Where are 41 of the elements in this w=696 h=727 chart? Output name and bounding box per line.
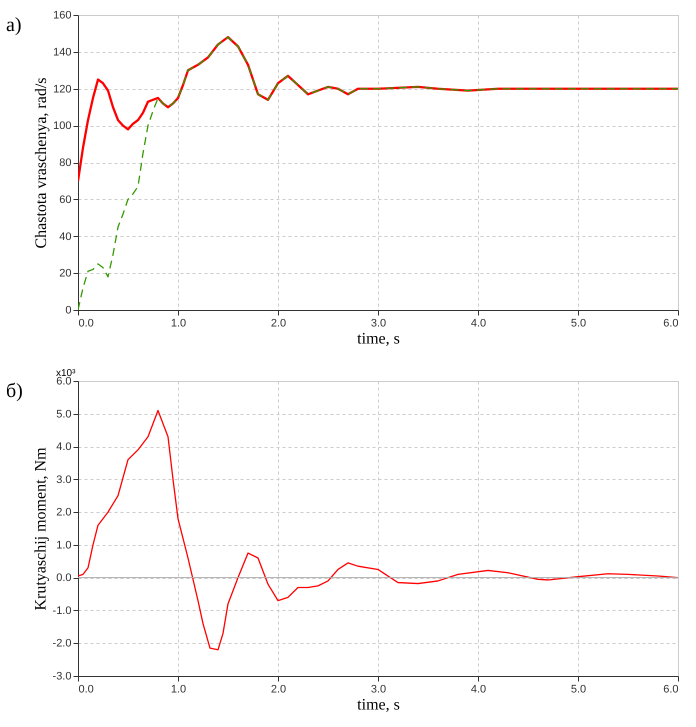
y-tick-label: 0.0 — [56, 572, 72, 584]
x-tick-label: 2.0 — [270, 318, 286, 330]
x-tick-label: 1.0 — [170, 318, 186, 330]
y-tick-label: 40 — [59, 230, 72, 243]
line-series — [78, 410, 678, 650]
y-tick-label: 160 — [53, 10, 72, 22]
y-tick-label: 1.0 — [56, 539, 72, 552]
y-tick-label: 100 — [53, 120, 72, 132]
x-tick-label: 3.0 — [370, 318, 386, 330]
y-tick-label: 140 — [53, 46, 72, 58]
y-axis-title: Chastota vraschenya, rad/s — [33, 77, 50, 249]
y-tick-label: 2.0 — [56, 506, 72, 519]
y-tick-label: 6.0 — [56, 376, 72, 388]
x-axis-title: time, s — [357, 330, 400, 348]
y-tick-label: 80 — [59, 157, 72, 169]
y-tick-label: 0 — [65, 304, 72, 316]
x-tick-label: 0.0 — [78, 684, 94, 696]
y-tick-label: 60 — [59, 194, 72, 206]
text: а) — [6, 14, 22, 36]
y-tick-label: 20 — [59, 268, 72, 280]
y-tick-label: 120 — [53, 83, 72, 96]
x-tick-label: 6.0 — [663, 684, 678, 696]
x-tick-label: 6.0 — [663, 318, 678, 330]
y-tick-label: -2.0 — [52, 638, 72, 650]
x-tick-label: 4.0 — [470, 318, 486, 330]
y-tick-label: 5.0 — [56, 408, 72, 420]
x-axis-title: time, s — [357, 696, 400, 714]
line-series — [78, 36, 678, 182]
x-tick-label: 4.0 — [470, 684, 486, 696]
text: б) — [6, 380, 23, 402]
x-tick-label: 5.0 — [570, 684, 586, 696]
x-tick-label: 3.0 — [370, 684, 386, 696]
x-tick-label: 1.0 — [170, 684, 186, 696]
x-tick-label: 2.0 — [270, 684, 286, 696]
y-tick-label: -1.0 — [52, 604, 72, 617]
x-tick-label: 0.0 — [78, 318, 94, 330]
y-axis-title: Krutyaschij moment, Nm — [32, 446, 50, 611]
y-tick-label: -3.0 — [52, 670, 72, 682]
x-tick-label: 5.0 — [570, 318, 586, 330]
y-tick-label: 3.0 — [56, 474, 72, 486]
y-tick-label: 4.0 — [56, 441, 72, 454]
